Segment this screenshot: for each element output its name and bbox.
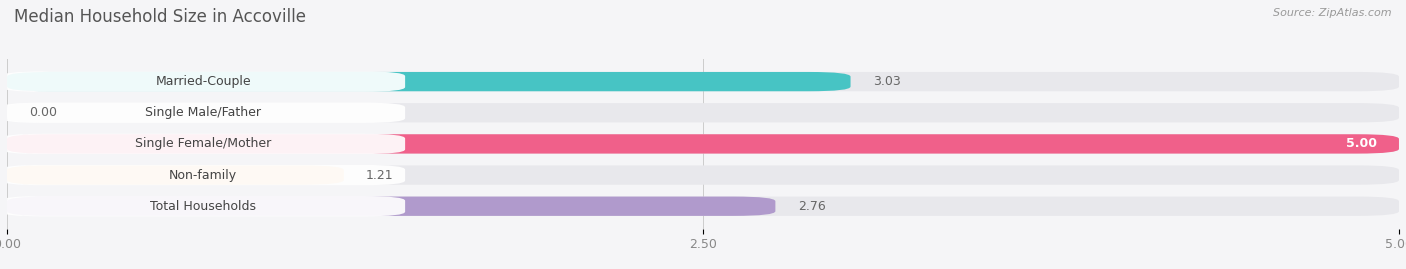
FancyBboxPatch shape	[7, 197, 775, 216]
FancyBboxPatch shape	[7, 197, 1399, 216]
Text: Median Household Size in Accoville: Median Household Size in Accoville	[14, 8, 307, 26]
FancyBboxPatch shape	[7, 165, 344, 185]
Text: 0.00: 0.00	[30, 106, 58, 119]
Text: Non-family: Non-family	[169, 169, 238, 182]
FancyBboxPatch shape	[7, 72, 851, 91]
FancyBboxPatch shape	[7, 134, 1399, 154]
FancyBboxPatch shape	[7, 72, 1399, 91]
Text: Source: ZipAtlas.com: Source: ZipAtlas.com	[1274, 8, 1392, 18]
Text: Married-Couple: Married-Couple	[156, 75, 252, 88]
Text: 3.03: 3.03	[873, 75, 901, 88]
FancyBboxPatch shape	[1, 134, 405, 154]
Text: Total Households: Total Households	[150, 200, 256, 213]
Text: 2.76: 2.76	[797, 200, 825, 213]
Text: Single Male/Father: Single Male/Father	[145, 106, 262, 119]
Text: Single Female/Mother: Single Female/Mother	[135, 137, 271, 150]
FancyBboxPatch shape	[1, 165, 405, 185]
FancyBboxPatch shape	[1, 102, 405, 123]
FancyBboxPatch shape	[7, 165, 1399, 185]
FancyBboxPatch shape	[7, 134, 1399, 154]
Text: 5.00: 5.00	[1346, 137, 1376, 150]
FancyBboxPatch shape	[1, 72, 405, 92]
FancyBboxPatch shape	[7, 103, 1399, 122]
FancyBboxPatch shape	[1, 196, 405, 216]
Text: 1.21: 1.21	[366, 169, 394, 182]
